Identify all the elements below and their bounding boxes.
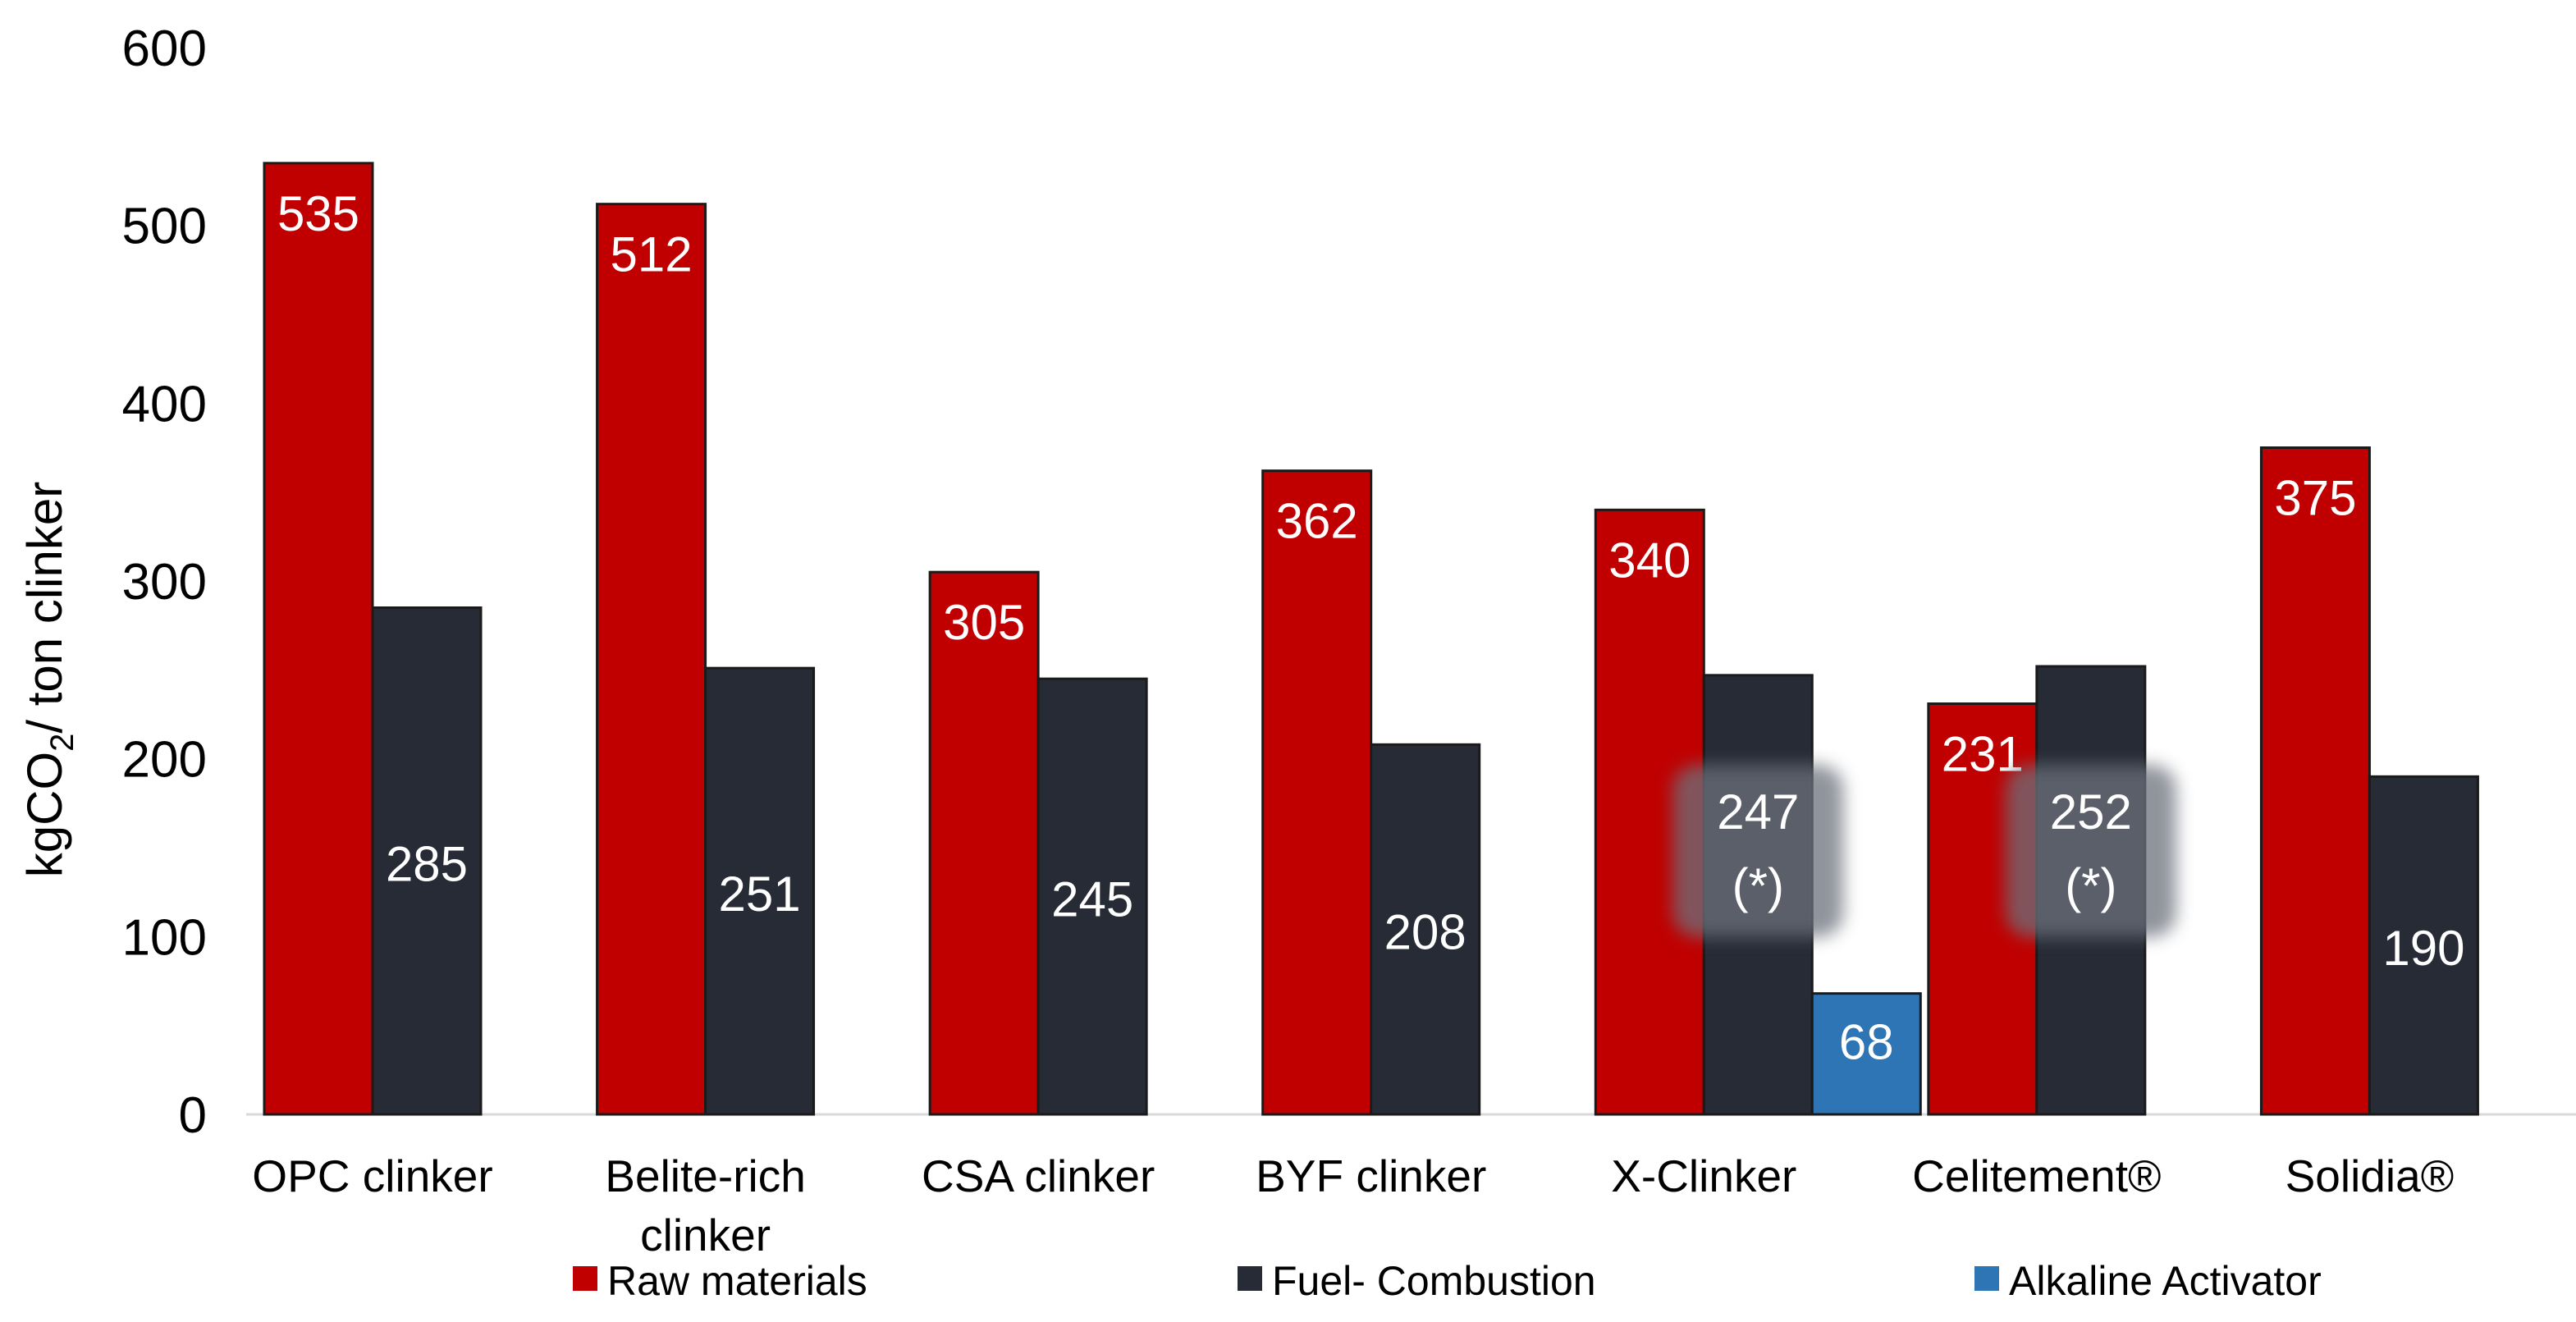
y-axis-title-subscript: 2 <box>44 734 80 752</box>
data-label: 305 <box>943 595 1025 650</box>
data-label-line: 190 <box>2382 921 2464 976</box>
x-tick-label: Celitement® <box>1912 1150 2161 1201</box>
data-labels-layer: 535 285 512 251 305 245 362 208 340 247 (*) 68 231 25… <box>277 186 2465 1070</box>
label-highlight <box>2005 765 2176 937</box>
bar <box>1261 469 1373 1116</box>
bar <box>704 666 816 1116</box>
x-tick-label-line: Solidia® <box>2285 1150 2455 1201</box>
data-label-line: (*) <box>2065 858 2116 913</box>
data-label: 247 (*) <box>1717 785 1799 913</box>
y-tick-label: 300 <box>122 554 207 611</box>
y-tick-label: 0 <box>179 1087 207 1144</box>
legend-swatch <box>1238 1266 1262 1291</box>
x-tick-label: OPC clinker <box>252 1150 492 1201</box>
data-label-line: 245 <box>1051 872 1133 927</box>
data-label-line: 247 <box>1717 785 1799 839</box>
legend-label: Raw materials <box>607 1258 867 1304</box>
data-label: 535 <box>277 186 359 241</box>
axis-layer: 0 100 200 300 400 500 600 OPC clinker Belite-ric… <box>122 21 2576 1260</box>
x-tick-label-line: X-Clinker <box>1611 1150 1796 1201</box>
data-label: 208 <box>1384 905 1466 960</box>
data-label-line: 285 <box>386 836 468 891</box>
x-tick-label: CSA clinker <box>922 1150 1155 1201</box>
y-axis-title-main: kgCO <box>17 752 72 877</box>
legend: Raw materials Fuel- Combustion Alkaline Ac… <box>573 1258 2322 1304</box>
y-tick-label: 600 <box>122 21 207 77</box>
data-label: 375 <box>2274 471 2356 526</box>
bar <box>1036 677 1148 1116</box>
data-label: 512 <box>611 227 693 282</box>
bar <box>1810 992 1922 1116</box>
y-axis-title-rest: / ton clinker <box>17 482 72 734</box>
bar <box>263 162 374 1116</box>
data-label: 340 <box>1608 533 1691 588</box>
x-tick-label-line: Belite-rich <box>605 1150 806 1201</box>
x-tick-label-line: CSA clinker <box>922 1150 1155 1201</box>
data-label-line: 362 <box>1276 494 1358 549</box>
y-axis-title: kgCO2/ ton clinker <box>17 482 80 877</box>
data-label: 285 <box>386 836 468 891</box>
data-label: 231 <box>1942 727 2024 782</box>
bar <box>371 606 483 1116</box>
bar <box>928 570 1040 1116</box>
y-tick-label: 500 <box>122 199 207 255</box>
data-label: 251 <box>719 867 801 922</box>
y-tick-label: 200 <box>122 732 207 789</box>
x-tick-label-line: BYF clinker <box>1256 1150 1486 1201</box>
label-highlight <box>1672 765 1844 937</box>
data-label: 68 <box>1839 1015 1894 1070</box>
legend-swatch <box>573 1266 597 1291</box>
data-label-line: 208 <box>1384 905 1466 960</box>
legend-swatch <box>1974 1266 1999 1291</box>
bar <box>2259 446 2371 1116</box>
x-tick-label: Belite-rich clinker <box>605 1150 806 1260</box>
data-label-line: 535 <box>277 186 359 241</box>
data-label-line: (*) <box>1732 858 1784 913</box>
x-tick-label: Solidia® <box>2285 1150 2455 1201</box>
legend-label: Alkaline Activator <box>2009 1258 2322 1304</box>
data-label: 252 (*) <box>2050 785 2132 913</box>
data-label-line: 340 <box>1608 533 1691 588</box>
data-label-line: 251 <box>719 867 801 922</box>
legend-label: Fuel- Combustion <box>1272 1258 1596 1304</box>
x-tick-label-line: OPC clinker <box>252 1150 492 1201</box>
x-tick-label-line: clinker <box>640 1210 771 1260</box>
x-tick-label: X-Clinker <box>1611 1150 1796 1201</box>
bars-layer <box>263 162 2479 1116</box>
data-label: 245 <box>1051 872 1133 927</box>
data-label-line: 231 <box>1942 727 2024 782</box>
bar <box>596 203 707 1116</box>
bar <box>2368 775 2479 1116</box>
data-label: 190 <box>2382 921 2464 976</box>
data-label-line: 68 <box>1839 1015 1894 1070</box>
data-label-line: 252 <box>2050 785 2132 839</box>
data-label-line: 512 <box>611 227 693 282</box>
data-label-line: 375 <box>2274 471 2356 526</box>
x-tick-label-line: Celitement® <box>1912 1150 2161 1201</box>
data-label: 362 <box>1276 494 1358 549</box>
data-label-line: 305 <box>943 595 1025 650</box>
y-tick-label: 400 <box>122 376 207 432</box>
y-tick-label: 100 <box>122 909 207 966</box>
bar <box>1370 743 1481 1116</box>
x-tick-label: BYF clinker <box>1256 1150 1486 1201</box>
